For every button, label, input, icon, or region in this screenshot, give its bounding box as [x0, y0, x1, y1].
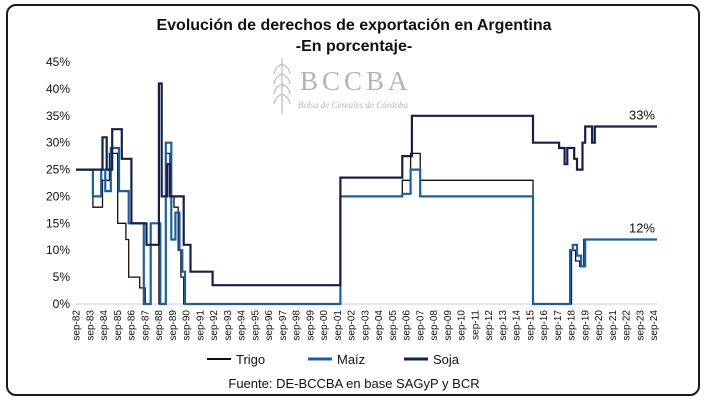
y-axis-labels: 0% 5% 10% 15% 20% 25% 30% 35% 40% 45% [46, 55, 70, 311]
x-tick-label: sep-86 [127, 310, 138, 341]
x-tick-label: sep-22 [622, 310, 633, 341]
series-lines [76, 82, 657, 306]
chart-title: Evolución de derechos de exportación en … [156, 17, 551, 34]
x-tick-label: sep-85 [113, 310, 124, 341]
x-tick-label: sep-14 [512, 310, 523, 341]
y-tick-label: 25% [46, 163, 70, 177]
x-tick-label: sep-89 [168, 310, 179, 341]
x-tick-label: sep-12 [484, 310, 495, 341]
y-tick-label: 0% [53, 297, 71, 311]
series-line-soja [76, 82, 657, 287]
x-tick-label: sep-16 [539, 310, 550, 341]
x-tick-label: sep-82 [72, 310, 83, 341]
x-tick-label: sep-18 [567, 310, 578, 341]
x-tick-label: sep-10 [457, 310, 468, 341]
x-tick-label: sep-05 [388, 310, 399, 341]
x-tick-label: sep-92 [209, 310, 220, 341]
x-tick-label: sep-87 [140, 310, 151, 341]
x-tick-label: sep-88 [154, 310, 165, 341]
x-tick-label: sep-04 [374, 310, 385, 341]
x-tick-label: sep-15 [525, 310, 536, 341]
x-tick-label: sep-94 [237, 310, 248, 341]
annotation-maiz: 12% [629, 220, 655, 235]
x-tick-label: sep-96 [264, 310, 275, 341]
x-tick-label: sep-06 [402, 310, 413, 341]
x-tick-label: sep-95 [250, 310, 261, 341]
y-tick-label: 15% [46, 216, 70, 230]
wheat-icon [273, 58, 291, 114]
x-tick-label: sep-17 [553, 310, 564, 341]
y-tick-label: 30% [46, 136, 70, 150]
watermark-subtitle: Bolsa de Cereales de Córdoba [298, 100, 408, 110]
x-tick-label: sep-07 [415, 310, 426, 341]
x-tick-label: sep-11 [470, 310, 481, 340]
x-tick-label: sep-24 [649, 310, 660, 341]
watermark-name: BCCBA [300, 66, 412, 96]
x-tick-label: sep-91 [195, 310, 206, 341]
y-tick-label: 40% [46, 82, 70, 96]
x-tick-label: sep-03 [360, 310, 371, 341]
legend-label-trigo: Trigo [236, 352, 265, 367]
y-tick-label: 5% [53, 270, 71, 284]
x-tick-label: sep-13 [498, 310, 509, 341]
x-tick-label: sep-09 [443, 310, 454, 341]
x-tick-label: sep-01 [333, 310, 344, 341]
x-tick-label: sep-84 [99, 310, 110, 341]
legend-label-maiz: Maíz [337, 352, 365, 367]
x-tick-label: sep-02 [347, 310, 358, 341]
x-tick-label: sep-98 [292, 310, 303, 341]
annotation-soja: 33% [629, 108, 655, 123]
x-tick-label: sep-93 [223, 310, 234, 341]
legend-label-soja: Soja [433, 352, 460, 367]
y-tick-label: 45% [46, 55, 70, 69]
annotations: 33% 12% [629, 108, 655, 236]
x-tick-label: sep-97 [278, 310, 289, 341]
series-line-maiz [76, 141, 657, 306]
x-tick-label: sep-00 [319, 310, 330, 341]
x-tick-label: sep-21 [608, 310, 619, 341]
y-tick-label: 20% [46, 189, 70, 203]
chart-frame [6, 4, 700, 396]
x-tick-label: sep-83 [85, 310, 96, 341]
x-tick-label: sep-20 [594, 310, 605, 341]
watermark-logo: BCCBA Bolsa de Cereales de Córdoba [273, 58, 412, 114]
y-tick-label: 35% [46, 109, 70, 123]
x-tick-label: sep-08 [429, 310, 440, 341]
legend: Trigo Maíz Soja [207, 352, 460, 367]
x-tick-label: sep-99 [305, 310, 316, 341]
source-note: Fuente: DE-BCCBA en base SAGyP y BCR [228, 376, 479, 391]
y-tick-label: 10% [46, 243, 70, 257]
x-tick-label: sep-19 [580, 310, 591, 341]
x-tick-label: sep-90 [182, 310, 193, 341]
x-tick-label: sep-23 [635, 310, 646, 341]
x-axis-labels: sep-82 sep-83 sep-84 sep-85 sep-86 sep-87 sep-… [72, 310, 661, 341]
chart-subtitle: -En porcentaje- [296, 38, 412, 55]
